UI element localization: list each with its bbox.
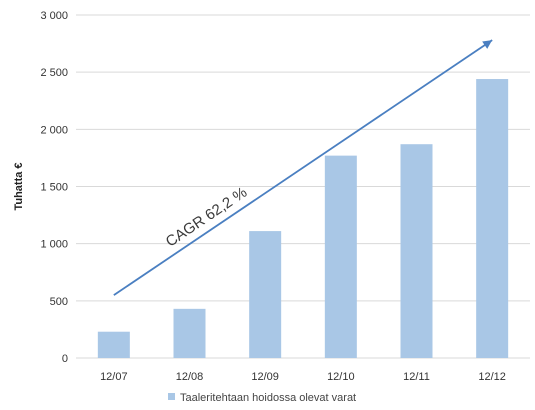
x-tick-label: 12/09 [251, 371, 279, 383]
gridlines [76, 14, 530, 359]
bar [400, 144, 433, 358]
legend-label: Taaleritehtaan hoidossa olevat varat [180, 392, 356, 404]
y-tick-label: 0 [62, 353, 68, 365]
y-tick-label: 2 500 [40, 67, 68, 79]
bar [476, 79, 509, 358]
y-axis-label: Tuhatta € [13, 162, 25, 210]
y-tick-label: 1 500 [40, 182, 68, 194]
bar [97, 331, 130, 358]
arrow-line [113, 39, 493, 296]
bars [97, 79, 509, 358]
cagr-arrow [113, 39, 493, 296]
y-tick-label: 2 000 [40, 124, 68, 136]
x-tick-label: 12/11 [403, 371, 430, 383]
x-tick-label: 12/10 [327, 371, 355, 383]
x-tick-label: 12/08 [176, 371, 204, 383]
bar [173, 308, 206, 358]
legend-swatch [168, 393, 175, 400]
y-tick-label: 1 000 [40, 239, 68, 251]
arrow-head [482, 40, 493, 49]
bar [324, 155, 357, 358]
x-axis-ticks: 12/07 12/08 12/09 12/10 12/11 12/12 [100, 371, 506, 383]
x-tick-label: 12/07 [100, 371, 128, 383]
cagr-annotation: CAGR 62,2 % [163, 184, 251, 251]
y-axis-ticks: 0 500 1 000 1 500 2 000 2 500 3 000 [40, 10, 68, 365]
y-tick-label: 3 000 [40, 10, 68, 22]
bar [249, 231, 282, 358]
x-tick-label: 12/12 [478, 371, 506, 383]
y-tick-label: 500 [50, 296, 68, 308]
